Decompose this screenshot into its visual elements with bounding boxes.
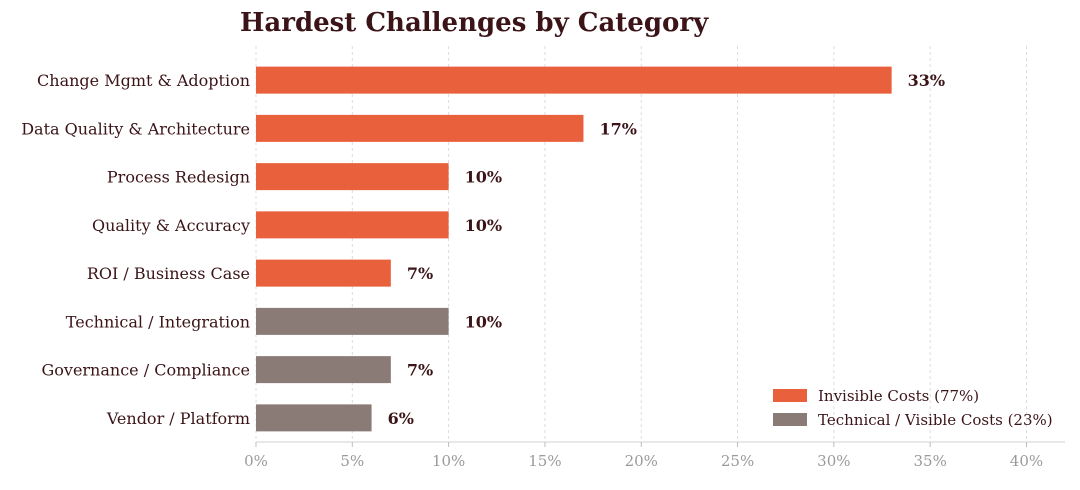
value-label: 7% — [407, 264, 433, 283]
x-tick-label: 25% — [721, 452, 754, 470]
x-tick-label: 40% — [1010, 452, 1043, 470]
value-labels: 33% 17% 10% 10% 7% 10% 7% 6% — [388, 71, 946, 428]
category-label: Process Redesign — [107, 168, 250, 187]
category-label: Data Quality & Architecture — [21, 119, 250, 138]
value-label: 33% — [908, 71, 945, 90]
value-label: 17% — [599, 119, 636, 138]
grid-lines — [255, 46, 1027, 442]
legend-swatch-technical-costs — [773, 413, 807, 426]
bar-governance-compliance — [256, 356, 391, 384]
x-tick-label: 10% — [432, 452, 465, 470]
category-label: Vendor / Platform — [106, 409, 250, 428]
bar-vendor-platform — [256, 404, 372, 432]
legend: Invisible Costs (77%) Technical / Visibl… — [773, 387, 1053, 429]
value-label: 10% — [465, 216, 502, 235]
bar-technical-integration — [256, 307, 449, 335]
x-tick-label: 20% — [625, 452, 658, 470]
legend-label-invisible-costs: Invisible Costs (77%) — [818, 387, 979, 405]
category-label: Change Mgmt & Adoption — [37, 71, 250, 90]
bar-data-quality-architecture — [256, 114, 584, 142]
legend-label-technical-costs: Technical / Visible Costs (23%) — [818, 411, 1053, 429]
bars — [256, 66, 892, 432]
value-label: 7% — [407, 361, 433, 380]
value-label: 10% — [465, 168, 502, 187]
x-axis-ticks: 0% 5% 10% 15% 20% 25% 30% 35% 40% — [244, 442, 1043, 470]
bar-change-mgmt-adoption — [256, 66, 892, 94]
x-tick-label: 5% — [340, 452, 364, 470]
chart-title: Hardest Challenges by Category — [240, 8, 709, 38]
x-tick-label: 30% — [817, 452, 850, 470]
category-label: ROI / Business Case — [87, 264, 250, 283]
x-tick-label: 15% — [528, 452, 561, 470]
bar-process-redesign — [256, 163, 449, 191]
category-label: Governance / Compliance — [41, 361, 250, 380]
category-labels: Change Mgmt & Adoption Data Quality & Arc… — [21, 71, 250, 428]
x-tick-label: 0% — [244, 452, 268, 470]
category-label: Technical / Integration — [66, 312, 250, 331]
bar-quality-accuracy — [256, 211, 449, 239]
bar-roi-business-case — [256, 259, 391, 287]
legend-swatch-invisible-costs — [773, 389, 807, 402]
value-label: 10% — [465, 312, 502, 331]
x-tick-label: 35% — [913, 452, 946, 470]
category-label: Quality & Accuracy — [92, 216, 250, 235]
value-label: 6% — [388, 409, 414, 428]
